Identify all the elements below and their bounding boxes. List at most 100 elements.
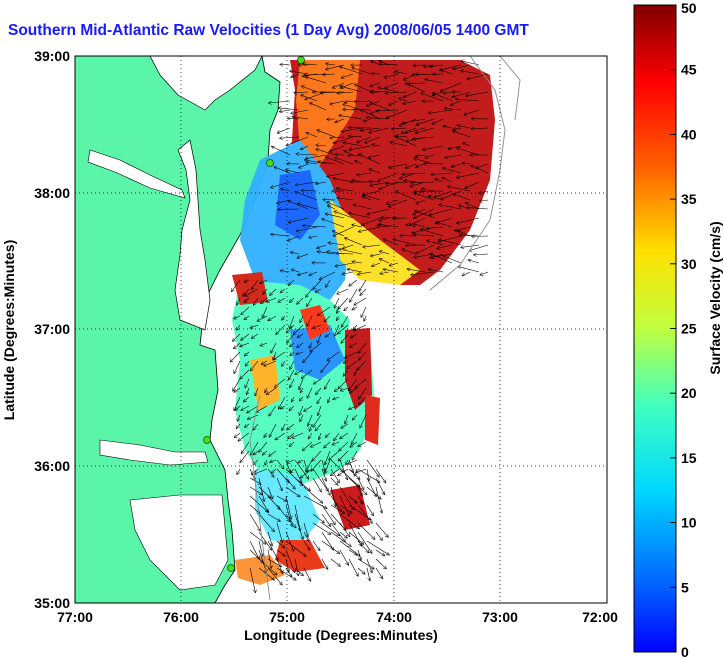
velocity-arrow <box>298 460 304 463</box>
colorbar-ticks: 0 5 10 15 20 25 30 35 40 45 50 <box>670 0 697 659</box>
velocity-arrow <box>355 161 363 165</box>
velocity-arrow <box>479 190 489 193</box>
velocity-arrow <box>375 567 383 578</box>
velocity-arrow <box>435 179 444 183</box>
velocity-arrow <box>342 271 354 274</box>
velocity-arrow <box>313 279 322 289</box>
velocity-arrow <box>375 549 385 556</box>
velocity-arrow <box>471 165 489 174</box>
velocity-arrow <box>480 271 489 275</box>
velocity-arrow <box>252 333 259 338</box>
velocity-arrow <box>297 342 304 347</box>
velocity-arrow <box>348 558 358 576</box>
velocity-arrow <box>348 477 367 495</box>
velocity-arrow <box>348 378 358 391</box>
velocity-arrow <box>285 459 290 472</box>
velocity-arrow <box>330 531 351 546</box>
velocity-arrow <box>306 288 313 297</box>
radar-site-marker <box>266 159 274 167</box>
velocity-arrow <box>366 558 372 572</box>
velocity-arrow <box>265 459 267 465</box>
velocity-arrow <box>276 567 296 580</box>
velocity-arrow <box>258 486 271 498</box>
velocity-arrow <box>355 84 372 93</box>
velocity-arrow <box>308 414 313 426</box>
velocity-arrow <box>460 235 480 236</box>
velocity-arrow <box>339 531 347 538</box>
velocity-arrow <box>321 558 328 569</box>
velocity-arrow <box>253 450 259 455</box>
velocity-arrow <box>410 181 426 187</box>
velocity-arrow <box>361 217 381 225</box>
velocity-arrow <box>341 73 354 78</box>
velocity-arrow <box>339 115 363 120</box>
velocity-arrow <box>414 208 435 218</box>
velocity-arrow <box>402 118 426 123</box>
velocity-arrow <box>403 91 417 97</box>
velocity-arrow <box>318 405 322 415</box>
velocity-arrow <box>307 315 313 326</box>
velocity-arrow <box>257 315 268 321</box>
y-tick-label: 39:00 <box>34 48 70 64</box>
velocity-arrow <box>260 342 268 346</box>
velocity-arrow <box>366 118 390 119</box>
velocity-arrow <box>294 468 302 482</box>
velocity-arrow <box>349 279 358 286</box>
velocity-arrow <box>337 288 349 294</box>
x-tick-label: 72:00 <box>582 609 618 625</box>
velocity-arrow <box>357 522 375 539</box>
velocity-arrow <box>358 154 381 165</box>
velocity-arrow <box>378 172 399 181</box>
x-tick-label: 77:00 <box>57 609 93 625</box>
velocity-arrow <box>258 513 274 532</box>
y-tick-label: 35:00 <box>34 595 70 611</box>
velocity-arrow <box>429 208 453 215</box>
velocity-arrow <box>304 160 327 165</box>
velocity-arrow <box>262 306 268 317</box>
velocity-arrow <box>453 194 471 201</box>
velocity-arrow <box>466 207 489 209</box>
velocity-arrow <box>270 460 277 462</box>
velocity-arrow <box>425 154 435 158</box>
velocity-arrow <box>353 324 367 331</box>
velocity-arrow <box>299 378 304 389</box>
velocity-arrow <box>379 64 399 65</box>
velocity-arrow <box>261 360 268 364</box>
velocity-arrow <box>294 567 303 576</box>
colorbar-tick-label: 0 <box>681 644 689 659</box>
velocity-arrow <box>276 522 282 542</box>
velocity-arrow <box>345 101 354 102</box>
colorbar-tick-label: 10 <box>681 515 697 531</box>
velocity-arrow <box>354 297 367 305</box>
velocity-arrow <box>321 468 326 481</box>
velocity-arrow <box>390 142 408 147</box>
velocity-arrow <box>312 540 320 550</box>
colorbar-tick-label: 30 <box>681 256 697 272</box>
velocity-arrow <box>330 522 345 542</box>
velocity-arrow <box>311 441 322 447</box>
velocity-arrow <box>405 127 426 133</box>
y-axis-label: Latitude (Degrees:Minutes) <box>1 240 17 420</box>
velocity-arrow <box>309 342 313 348</box>
velocity-arrow <box>281 189 291 192</box>
velocity-arrow <box>339 522 350 537</box>
velocity-arrow <box>297 203 318 210</box>
velocity-arrow <box>300 414 304 422</box>
velocity-arrow <box>285 540 306 556</box>
velocity-arrow <box>246 387 250 394</box>
velocity-arrow <box>280 110 291 112</box>
velocity-arrow <box>235 432 241 438</box>
x-tick-label: 75:00 <box>269 609 305 625</box>
velocity-arrow <box>337 188 354 192</box>
velocity-arrow <box>340 86 363 93</box>
velocity-arrow <box>443 168 462 174</box>
pamlico-sound <box>129 494 229 591</box>
velocity-arrow <box>315 423 322 431</box>
velocity-arrow <box>247 405 259 413</box>
chesapeake-bay <box>174 139 211 331</box>
velocity-arrow <box>318 162 336 165</box>
radar-site-marker <box>203 436 211 444</box>
velocity-arrow <box>431 173 453 175</box>
velocity-arrow <box>264 360 277 366</box>
velocity-arrow <box>437 244 453 248</box>
